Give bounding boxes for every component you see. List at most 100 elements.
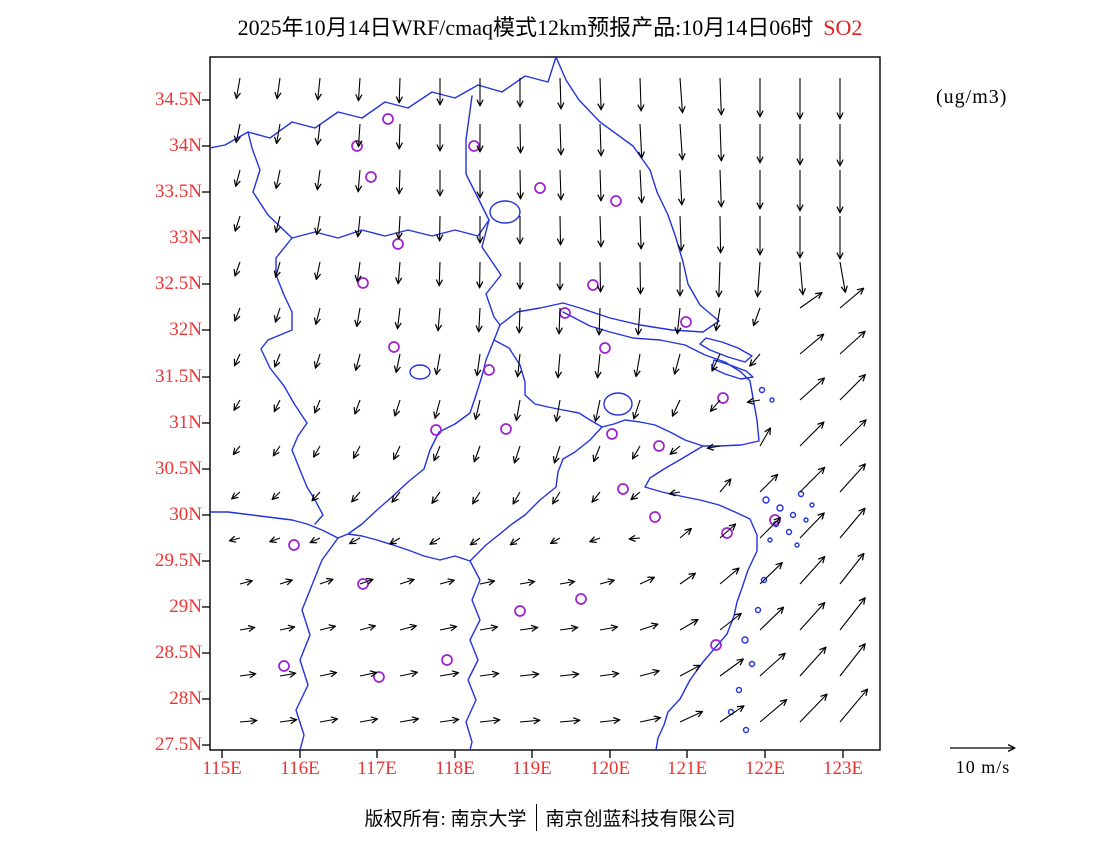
wind-vector <box>358 215 360 236</box>
y-tick-label: 33N <box>169 227 202 248</box>
lake-outline <box>603 392 633 416</box>
station-marker <box>514 605 526 617</box>
wind-vector <box>720 123 721 160</box>
wind-vector <box>317 261 321 279</box>
island <box>762 496 770 504</box>
wind-vector <box>675 353 681 373</box>
wind-vector <box>680 215 681 250</box>
wind-vector <box>600 169 601 200</box>
wind-vector <box>639 624 657 631</box>
wind-vector <box>479 674 498 677</box>
map-boundary <box>247 131 324 525</box>
wind-vector <box>439 580 454 584</box>
wind-vector <box>839 261 845 292</box>
station-marker <box>606 428 618 440</box>
wind-vector <box>473 491 481 503</box>
wind-vector <box>520 123 521 152</box>
y-tick-label: 27.5N <box>155 734 202 755</box>
wind-vector <box>479 581 494 584</box>
wind-vector <box>399 169 400 193</box>
wind-vector <box>519 307 520 332</box>
wind-vector <box>680 123 682 159</box>
wind-vector <box>276 307 280 321</box>
wind-vector <box>559 720 579 722</box>
plot-frame <box>209 56 881 751</box>
wind-vector <box>711 399 721 411</box>
wind-vector <box>559 307 560 333</box>
wind-vector <box>519 582 534 584</box>
x-tick-label: 118E <box>435 758 475 779</box>
wind-vector <box>399 123 400 148</box>
wind-vector <box>359 123 361 146</box>
station-marker <box>288 539 300 551</box>
wind-vector <box>600 123 601 155</box>
wind-vector <box>759 475 777 493</box>
wind-vector <box>431 537 441 544</box>
station-marker <box>365 171 377 183</box>
wind-vector <box>599 720 619 722</box>
wind-vector <box>275 353 281 366</box>
island <box>760 576 768 584</box>
wind-vector <box>357 307 360 326</box>
wind-vector <box>319 673 336 676</box>
copyright-divider-line <box>535 804 537 831</box>
wind-vector <box>439 261 440 285</box>
x-tick-label: 121E <box>666 758 708 779</box>
wind-vector <box>236 123 240 142</box>
y-tick-label: 29N <box>169 596 202 617</box>
wind-vector <box>235 261 241 275</box>
copyright-owner: 版权所有: 南京大学 <box>364 809 527 830</box>
wind-vector <box>758 261 760 296</box>
wind-vector <box>477 353 480 375</box>
wind-vector <box>316 353 320 367</box>
wind-vector <box>274 445 281 455</box>
wind-vector <box>519 628 537 630</box>
y-tick-label: 31.5N <box>155 366 202 387</box>
y-tick-label: 32N <box>169 319 202 340</box>
wind-vector <box>399 215 400 238</box>
wind-vector <box>479 720 499 722</box>
wind-vector <box>600 215 601 246</box>
wind-vector <box>712 353 721 370</box>
wind-vector <box>719 660 743 677</box>
wind-vector <box>759 518 780 539</box>
wind-vector <box>839 332 865 355</box>
wind-vector <box>356 353 360 370</box>
wind-vector <box>799 423 823 447</box>
wind-vector <box>839 465 865 493</box>
wind-vector <box>398 261 400 283</box>
wind-vector <box>391 537 401 544</box>
wind-vector <box>559 674 578 676</box>
wind-vector <box>230 538 241 541</box>
wind-vector <box>640 169 642 202</box>
wind-vector <box>716 307 720 330</box>
y-tick-label: 30N <box>169 504 202 525</box>
wind-vector <box>519 674 538 676</box>
wind-vector <box>839 690 867 723</box>
island <box>803 517 809 523</box>
x-tick-label: 120E <box>589 758 631 779</box>
lake-outline <box>409 364 431 380</box>
wind-vector <box>670 492 681 494</box>
y-tick-label: 31N <box>169 412 202 433</box>
y-tick-label: 33.5N <box>155 181 202 202</box>
axis-ticks-group <box>202 99 844 758</box>
wind-vector <box>479 307 480 331</box>
island <box>758 386 766 394</box>
station-marker <box>351 140 363 152</box>
y-tick-label: 29.5N <box>155 550 202 571</box>
wind-vector <box>720 169 721 206</box>
station-marker <box>392 238 404 250</box>
lake-outline <box>489 200 521 224</box>
units-label: (ug/m3) <box>936 86 1008 108</box>
wind-vector <box>317 169 320 189</box>
wind-vector <box>593 491 601 502</box>
station-marker <box>610 195 622 207</box>
wind-vector <box>479 627 497 630</box>
wind-vector <box>680 77 682 112</box>
map-boundary <box>699 337 753 363</box>
wind-vector <box>632 491 641 499</box>
wind-vector <box>759 608 783 631</box>
station-marker <box>382 113 394 125</box>
